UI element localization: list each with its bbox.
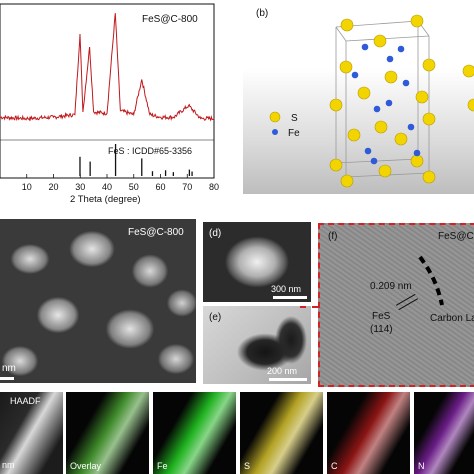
fe-atom bbox=[351, 71, 359, 79]
legend-s-label: S bbox=[291, 113, 298, 124]
s-atom bbox=[340, 18, 354, 32]
tem-scale-text: 200 nm bbox=[267, 366, 298, 376]
panel-b-label: (b) bbox=[256, 8, 269, 19]
xrd-series-line bbox=[0, 13, 215, 122]
carbon-layer-boundary bbox=[418, 255, 444, 306]
crystal-lattice: S Fe bbox=[269, 14, 474, 188]
s-atom bbox=[378, 164, 392, 178]
xrd-reference-lines bbox=[79, 144, 193, 176]
eds-map-s: S bbox=[240, 392, 323, 474]
carbon-layer-label: Carbon La bbox=[430, 313, 474, 324]
panel-f-label: (f) bbox=[328, 231, 338, 242]
s-atom bbox=[347, 128, 361, 142]
fe-atom bbox=[364, 147, 372, 155]
eds-map-label: S bbox=[244, 461, 251, 471]
s-atom bbox=[422, 58, 436, 72]
hrtem-sample-label: FeS@C- bbox=[438, 231, 474, 242]
xrd-tick-label: 80 bbox=[209, 182, 219, 192]
panel-e-label: (e) bbox=[209, 312, 222, 323]
fe-atom bbox=[361, 43, 369, 51]
tem-micrograph: (e) 200 nm bbox=[203, 306, 311, 384]
flower-scale-bar bbox=[273, 296, 307, 299]
flower-scale-text: 300 nm bbox=[271, 284, 302, 294]
xrd-tick-label: 40 bbox=[102, 182, 112, 192]
xrd-tick-label: 70 bbox=[182, 182, 192, 192]
legend-fe-label: Fe bbox=[288, 128, 300, 139]
xrd-sample-label: FeS@C-800 bbox=[142, 14, 198, 25]
s-atom bbox=[422, 170, 436, 184]
sem-flower-micrograph: (d) 300 nm bbox=[203, 222, 311, 302]
fe-atom bbox=[413, 149, 421, 157]
s-atom bbox=[373, 34, 387, 48]
eds-map-overlay: Overlay bbox=[66, 392, 149, 474]
haadf-map: HAADF nm bbox=[0, 392, 63, 474]
sem-scale-text: nm bbox=[2, 363, 16, 374]
s-atom bbox=[329, 98, 343, 112]
eds-map-fe: Fe bbox=[153, 392, 236, 474]
xrd-tick-label: 60 bbox=[155, 182, 165, 192]
sem-micrograph: FeS@C-800 nm bbox=[0, 219, 196, 383]
s-atom bbox=[422, 112, 436, 126]
phase-label: FeS bbox=[372, 311, 391, 322]
crystal-structure-panel: (b) S Fe bbox=[243, 1, 474, 194]
xrd-tick-label: 50 bbox=[129, 182, 139, 192]
tem-scale-bar bbox=[269, 378, 307, 381]
fe-atom bbox=[407, 123, 415, 131]
sem-sample-label: FeS@C-800 bbox=[128, 227, 184, 238]
eds-map-label: Overlay bbox=[70, 461, 102, 471]
eds-map-label: N bbox=[418, 461, 425, 471]
fe-atom bbox=[397, 45, 405, 53]
crystal-atoms bbox=[329, 14, 474, 188]
fe-atom bbox=[373, 105, 381, 113]
s-atom bbox=[467, 98, 474, 112]
s-atom bbox=[340, 174, 354, 188]
s-atom bbox=[384, 70, 398, 84]
s-atom bbox=[410, 14, 424, 28]
xrd-chart: 10 20 30 40 50 60 70 80 FeS@C-800 FeS : ICDD#65… bbox=[0, 3, 219, 205]
lattice-spacing-label: 0.209 nm bbox=[370, 281, 412, 292]
s-atom bbox=[410, 154, 424, 168]
s-atom bbox=[339, 60, 353, 74]
s-atom bbox=[462, 64, 474, 78]
fe-atom bbox=[402, 79, 410, 87]
eds-map-label: Fe bbox=[157, 461, 168, 471]
fe-atom bbox=[385, 99, 393, 107]
panel-d-label: (d) bbox=[209, 228, 222, 239]
xrd-tick-label: 30 bbox=[75, 182, 85, 192]
xrd-tick-label: 10 bbox=[22, 182, 32, 192]
s-atom bbox=[415, 90, 429, 104]
xrd-tick-label: 20 bbox=[48, 182, 58, 192]
xrd-pattern-line bbox=[0, 13, 215, 122]
fe-atom bbox=[370, 157, 378, 165]
s-atom bbox=[374, 120, 388, 134]
s-atom bbox=[394, 132, 408, 146]
eds-map-label: C bbox=[331, 461, 338, 471]
xrd-x-axis-label: 2 Theta (degree) bbox=[70, 194, 141, 205]
s-atom bbox=[329, 158, 343, 172]
xrd-x-ticks: 10 20 30 40 50 60 70 80 bbox=[0, 174, 219, 192]
zoom-connector bbox=[300, 306, 318, 336]
eds-map-n: N bbox=[414, 392, 474, 474]
legend-fe-atom-icon bbox=[272, 129, 278, 135]
fe-atom bbox=[386, 55, 394, 63]
hrtem-micrograph: (f) FeS@C- 0.209 nm FeS (114) Carbon La bbox=[318, 223, 474, 387]
legend-s-atom-icon bbox=[269, 111, 281, 123]
sem-scale-bar bbox=[0, 377, 14, 380]
plane-label: (114) bbox=[370, 324, 393, 335]
s-atom bbox=[357, 86, 371, 100]
haadf-scale-text: nm bbox=[2, 460, 15, 470]
haadf-label: HAADF bbox=[10, 396, 41, 406]
xrd-reference-label: FeS : ICDD#65-3356 bbox=[108, 146, 192, 156]
eds-map-c: C bbox=[327, 392, 410, 474]
